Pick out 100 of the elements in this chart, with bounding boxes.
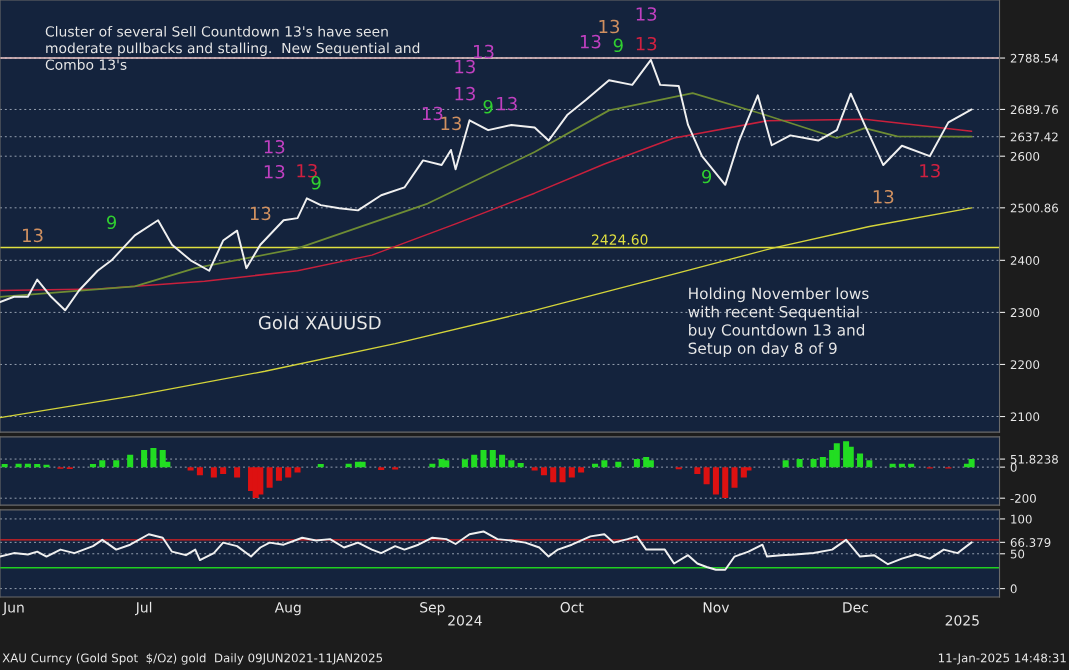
bar [819,456,826,468]
bar [968,459,975,468]
bar [601,460,608,468]
bar [99,460,106,468]
x-tick-label: Dec [843,602,868,613]
bar [866,460,873,468]
x2-tick-label: 2024 [448,615,482,626]
text: XAU Curncy (Gold Spot $/Oz) gold Daily 09JUN2021-11JAN2025 [2,653,383,665]
bar [517,463,524,468]
bar [615,461,622,468]
bar [210,467,217,478]
bar [559,467,566,483]
annotation: 9 [702,169,712,184]
bar [531,467,538,471]
annotation: 13 [297,163,317,178]
x-tick-label: Jun [2,602,24,616]
bar [150,448,157,468]
bar [647,460,654,468]
bar [722,467,729,498]
bar [480,450,487,468]
bar [550,467,557,483]
y-tick-label: 2300 [1010,308,1040,318]
y-tick-label: 2689.76 [1010,105,1059,115]
annotation: 13 [599,19,620,34]
annotation: 13 [23,228,43,243]
y-tick-label: 51.8238 [1010,454,1058,464]
y-tick-label: 0 [1010,462,1017,472]
bar [782,460,789,468]
annotation: 9 [613,38,623,53]
y-tick-label: 2200 [1010,360,1040,370]
y-tick-label: 2500.86 [1010,203,1059,213]
y-tick-label: 100 [1011,514,1032,524]
x-tick-label: Aug [274,602,301,616]
annotation: 13 [455,86,475,101]
bar [471,454,478,468]
x-tick-label: Sep [420,602,445,616]
annotation: 13 [422,106,443,121]
bar [499,454,506,468]
ref-line-label: 2424.60 [592,234,648,245]
line-series [0,530,973,571]
bar [378,467,385,470]
annotation: 13 [250,206,271,221]
bar [34,464,41,468]
bar [731,467,738,488]
x-tick-label: Nov [703,602,730,613]
bar [461,459,468,468]
bar [703,467,710,485]
bar [257,467,264,495]
bar [275,467,282,481]
bar [675,467,682,470]
bar [443,460,450,468]
bar [285,467,292,478]
bar [187,467,194,471]
bar [234,467,241,478]
bar [508,460,515,468]
y-tick-label: 2400 [1010,256,1040,265]
x2-tick-label: 2025 [945,615,979,626]
bar [810,458,817,468]
y-tick-label: 2788.54 [1010,53,1059,63]
bar [694,467,701,474]
bar [294,467,301,473]
bar [113,460,120,468]
x-tick-label: Oct [560,602,584,613]
bar [857,453,864,468]
annotation: 13 [455,59,475,74]
text: 11-Jan-2025 14:48:31 [938,653,1066,665]
bar [141,450,148,468]
annotation: 13 [873,189,894,204]
bar [540,467,547,476]
bar [1,464,8,468]
annotation: 13 [264,164,285,179]
bar [359,461,366,468]
y-tick-label: 2600 [1010,151,1040,161]
bar [220,467,227,474]
y-tick-label: 50 [1010,549,1025,559]
bar [578,467,585,473]
annotation: 13 [580,34,601,49]
annotation: Cluster of several Sell Countdown 13's have seen moderate pullbacks and stalling. New Sequential and Combo 13's [45,25,420,70]
bar [89,464,96,468]
annotation: 9 [311,175,321,190]
annotation: 13 [920,163,940,178]
y-tick-label: 66.379 [1010,538,1051,548]
bar [489,450,496,468]
bar [712,467,719,495]
annotation: 9 [483,99,493,114]
annotation: 13 [636,36,657,51]
annotation: 13 [473,44,494,59]
y-tick-label: 0 [1010,584,1017,594]
bar [196,467,203,476]
bar [633,458,640,468]
bar [266,467,273,488]
annotation: 9 [106,215,117,230]
bar [833,443,840,468]
bar [568,467,575,478]
annotation: 13 [636,7,657,21]
bar [127,454,134,468]
annotation: Gold XAUUSD [258,315,381,330]
y-tick-label: 2637.42 [1010,132,1058,142]
bar [796,458,803,468]
annotation: 13 [441,116,461,131]
